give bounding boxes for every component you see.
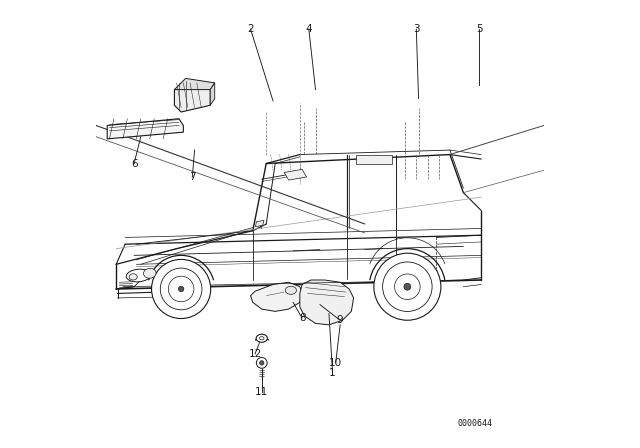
Circle shape bbox=[179, 286, 184, 292]
Text: 0000644: 0000644 bbox=[457, 419, 492, 428]
Polygon shape bbox=[174, 83, 210, 112]
Ellipse shape bbox=[260, 337, 264, 340]
Polygon shape bbox=[255, 220, 264, 227]
Text: 11: 11 bbox=[255, 387, 268, 397]
Circle shape bbox=[374, 253, 441, 320]
Polygon shape bbox=[108, 119, 184, 139]
Text: 10: 10 bbox=[329, 358, 342, 368]
Ellipse shape bbox=[285, 286, 296, 294]
Text: 2: 2 bbox=[247, 24, 254, 34]
Circle shape bbox=[260, 361, 264, 365]
Text: 6: 6 bbox=[131, 159, 138, 168]
Text: 1: 1 bbox=[329, 368, 336, 378]
Text: 9: 9 bbox=[337, 315, 344, 325]
Polygon shape bbox=[251, 282, 302, 311]
Circle shape bbox=[257, 358, 267, 368]
Polygon shape bbox=[174, 78, 215, 90]
Text: 3: 3 bbox=[413, 24, 420, 34]
Text: 12: 12 bbox=[248, 349, 262, 359]
Circle shape bbox=[395, 274, 420, 300]
Ellipse shape bbox=[126, 269, 151, 282]
Text: 7: 7 bbox=[189, 172, 196, 182]
Circle shape bbox=[404, 283, 411, 290]
Polygon shape bbox=[284, 169, 307, 180]
Text: 5: 5 bbox=[476, 24, 483, 34]
Circle shape bbox=[152, 259, 211, 319]
Polygon shape bbox=[210, 83, 215, 105]
Ellipse shape bbox=[143, 268, 156, 278]
Text: 4: 4 bbox=[305, 24, 312, 34]
Ellipse shape bbox=[129, 274, 137, 280]
Ellipse shape bbox=[256, 334, 268, 342]
Circle shape bbox=[383, 262, 432, 311]
Text: 8: 8 bbox=[299, 313, 305, 323]
Circle shape bbox=[160, 268, 202, 310]
Circle shape bbox=[168, 276, 194, 302]
Polygon shape bbox=[300, 280, 353, 325]
Polygon shape bbox=[356, 155, 392, 164]
